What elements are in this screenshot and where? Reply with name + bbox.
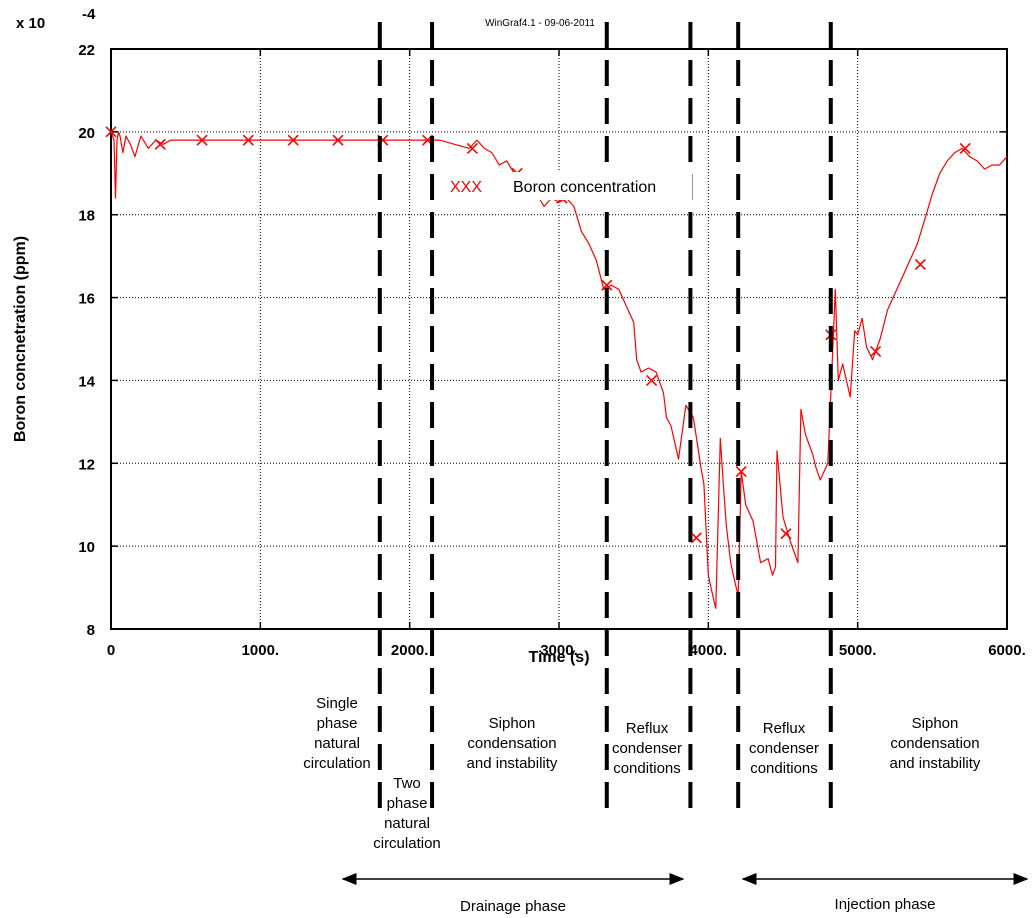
series-layer (110, 131, 1008, 609)
phase-label-line: condenser (612, 740, 682, 757)
data-marker (601, 279, 613, 291)
x-tick-label: 5000. (839, 642, 877, 659)
data-marker-stroke (780, 528, 792, 540)
y-tick-label: 18 (78, 208, 95, 225)
grid-lines (111, 49, 1007, 629)
data-marker (646, 374, 658, 386)
phase-span-label: Drainage phase (460, 898, 566, 915)
data-marker (154, 138, 166, 150)
phase-label-line: conditions (750, 760, 818, 777)
phase-label-line: Reflux (626, 720, 669, 737)
series-line-boron-concentration (110, 131, 1008, 609)
data-marker-stroke (332, 134, 344, 146)
phase-labels: Single phase natural circulation Two phase nat… (303, 695, 981, 852)
y-tick-label: 14 (78, 373, 95, 390)
y-tick-labels: 8 10 12 14 16 18 20 22 (78, 42, 95, 639)
phase-label-line: natural (384, 815, 430, 832)
y-tick-label: 12 (78, 456, 95, 473)
phase-label-line: Siphon (912, 715, 959, 732)
data-marker-stroke (690, 532, 702, 544)
phase-label-line: phase (317, 715, 358, 732)
phase-spans: Drainage phase Injection phase (341, 873, 1029, 915)
y-axis-label: Boron concnetration (ppm) (12, 236, 29, 442)
data-marker-stroke (242, 134, 254, 146)
data-marker-stroke (466, 142, 478, 154)
phase-label-line: natural (314, 735, 360, 752)
x-axis-label: Time (s) (528, 649, 589, 666)
axis-ticks (110, 48, 1008, 630)
y-tick-label: 22 (78, 42, 95, 59)
x-tick-label: 1000. (242, 642, 280, 659)
y-tick-label: 16 (78, 291, 95, 308)
y-tick-label: 10 (78, 539, 95, 556)
data-marker-stroke (601, 279, 613, 291)
x-tick-label: 3000. (540, 642, 578, 659)
legend-label: Boron concentration (513, 179, 656, 196)
x-tick-label: 0 (107, 642, 115, 659)
x-tick-labels: 0 1000. 2000. 3000. 4000. 5000. 6000. (107, 642, 1026, 659)
y-tick-label: 8 (87, 622, 95, 639)
phase-span-label: Injection phase (835, 896, 936, 913)
data-marker (870, 345, 882, 357)
phase-dividers (377, 22, 833, 820)
phase-label-line: and instability (467, 755, 558, 772)
y-multiplier-exponent: -4 (82, 6, 96, 23)
x-tick-label: 6000. (988, 642, 1026, 659)
legend-background (446, 172, 692, 200)
phase-label-line: condensation (890, 735, 979, 752)
phase-label: Single phase natural circulation (303, 695, 371, 772)
phase-label: Two phase natural circulation (373, 775, 441, 852)
data-marker (287, 134, 299, 146)
data-marker-stroke (287, 134, 299, 146)
phase-label-line: conditions (613, 760, 681, 777)
phase-label-line: condensation (467, 735, 556, 752)
y-multiplier: x 10 (16, 15, 45, 32)
phase-label: Siphon condensation and instability (467, 715, 558, 772)
data-marker-stroke (735, 466, 747, 478)
y-tick-label: 20 (78, 125, 95, 142)
phase-label-line: and instability (890, 755, 981, 772)
x-tick-label: 2000. (391, 642, 429, 659)
data-marker-stroke (196, 134, 208, 146)
data-marker-stroke (914, 258, 926, 270)
phase-label-line: circulation (373, 835, 441, 852)
data-marker (196, 134, 208, 146)
phase-label-line: circulation (303, 755, 371, 772)
phase-label-line: Two (393, 775, 421, 792)
data-marker (690, 532, 702, 544)
data-marker (914, 258, 926, 270)
legend-marker: XXX (450, 179, 482, 196)
data-marker-stroke (646, 374, 658, 386)
phase-label-line: condenser (749, 740, 819, 757)
data-marker (735, 466, 747, 478)
phase-label-line: Siphon (489, 715, 536, 732)
data-marker-stroke (870, 345, 882, 357)
phase-label: Reflux condenser conditions (749, 720, 819, 777)
chart-credit: WinGraf4.1 - 09-06-2011 (485, 18, 595, 29)
phase-label: Reflux condenser conditions (612, 720, 682, 777)
data-marker (105, 126, 117, 138)
data-marker-stroke (154, 138, 166, 150)
data-marker (242, 134, 254, 146)
data-marker (332, 134, 344, 146)
phase-label-line: Single (316, 695, 358, 712)
data-marker (466, 142, 478, 154)
phase-label: Siphon condensation and instability (890, 715, 981, 772)
data-marker (959, 142, 971, 154)
phase-label-line: phase (387, 795, 428, 812)
phase-label-line: Reflux (763, 720, 806, 737)
x-tick-label: 4000. (690, 642, 728, 659)
data-marker-stroke (959, 142, 971, 154)
data-marker-stroke (105, 126, 117, 138)
data-marker (780, 528, 792, 540)
